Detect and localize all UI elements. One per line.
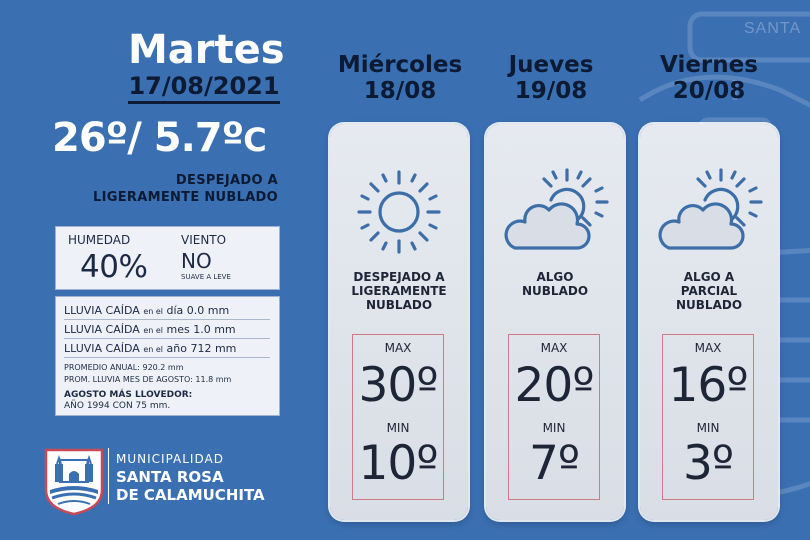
today-temp-min: 5.7º	[153, 115, 244, 161]
rain-year-label: LLUVIA CAÍDA	[64, 342, 140, 355]
temp-separator: /	[127, 115, 142, 161]
rain-month-connector: en el	[143, 326, 163, 335]
max-temp: 20º	[514, 358, 595, 413]
wind-direction: NO	[181, 249, 212, 273]
temp-unit: C	[243, 121, 267, 159]
rain-august-average: PROM. LLUVIA MES DE AGOSTO: 11.8 mm	[64, 375, 232, 384]
rain-annual-average: PROMEDIO ANUAL: 920.2 mm	[64, 363, 184, 372]
rain-month-label: LLUVIA CAÍDA	[64, 323, 140, 336]
max-temp: 16º	[668, 358, 749, 413]
humidity-label: HUMEDAD	[68, 233, 131, 247]
today-temperatures: 26º/ 5.7ºC	[52, 114, 282, 164]
min-label: MIN	[696, 421, 720, 435]
forecast-description-line1: DESPEJADO A	[353, 270, 445, 284]
rainiest-august-value: AÑO 1994 CON 75 mm.	[64, 401, 171, 411]
max-temp: 30º	[358, 358, 439, 413]
logo-divider	[108, 448, 109, 504]
rain-year-row: LLUVIA CAÍDA en el año 712 mm	[64, 341, 270, 358]
forecast-description: ALGO A PARCIAL NUBLADO	[644, 270, 774, 312]
forecast-description-line2: NUBLADO	[521, 284, 589, 298]
forecast-header-thursday: Jueves 19/08	[470, 52, 632, 104]
forecast-description-line2: PARCIAL	[680, 284, 738, 298]
logo-line2: SANTA ROSA	[116, 468, 224, 486]
forecast-header-wednesday: Miércoles 18/08	[319, 52, 481, 104]
partly-cloudy-icon	[504, 168, 609, 250]
forecast-description: DESPEJADO A LIGERAMENTE NUBLADO	[334, 270, 464, 312]
forecast-description-line1: ALGO A	[683, 270, 735, 284]
rain-month-period: mes	[166, 323, 190, 336]
rain-year-value: 712 mm	[190, 342, 237, 355]
rain-day-label: LLUVIA CAÍDA	[64, 304, 140, 317]
min-temp: 3º	[682, 436, 734, 491]
rain-box: LLUVIA CAÍDA en el día 0.0 mm LLUVIA CAÍ…	[55, 296, 280, 416]
min-temp: 7º	[528, 436, 580, 491]
rain-day-connector: en el	[143, 307, 163, 316]
humidity-wind-box: HUMEDAD 40% VIENTO NO SUAVE A LEVE	[55, 226, 280, 290]
forecast-description-line3: NUBLADO	[365, 298, 433, 312]
rain-year-period: año	[166, 342, 187, 355]
wind-description: SUAVE A LEVE	[181, 273, 231, 281]
logo-line3: DE CALAMUCHITA	[116, 486, 265, 504]
forecast-day: Miércoles	[337, 52, 463, 78]
today-condition-line1: DESPEJADO A	[175, 173, 278, 188]
min-label: MIN	[386, 421, 410, 435]
min-temp: 10º	[358, 436, 439, 491]
rain-month-row: LLUVIA CAÍDA en el mes 1.0 mm	[64, 322, 270, 339]
partly-cloudy-icon	[658, 168, 763, 250]
humidity-value: 40%	[80, 249, 148, 285]
rain-month-value: 1.0 mm	[193, 323, 236, 336]
today-temp-max: 26º	[52, 115, 128, 161]
forecast-day: Viernes	[660, 52, 758, 78]
today-condition-line2: LIGERAMENTE NUBLADO	[93, 190, 278, 205]
forecast-date: 20/08	[672, 78, 746, 104]
today-day: Martes	[128, 27, 285, 73]
logo-line1: MUNICIPALIDAD	[116, 452, 224, 466]
background-word: SANTA	[744, 20, 802, 37]
forecast-range-box: MAX 20º MIN 7º	[508, 334, 600, 500]
forecast-card-friday: ALGO A PARCIAL NUBLADO MAX 16º MIN 3º	[640, 124, 778, 520]
forecast-card-wednesday: DESPEJADO A LIGERAMENTE NUBLADO MAX 30º …	[330, 124, 468, 520]
today-date: 17/08/2021	[128, 72, 280, 104]
sun-icon	[357, 170, 441, 254]
rainiest-august-title: AGOSTO MÁS LLOVEDOR:	[64, 390, 193, 400]
today-condition: DESPEJADO A LIGERAMENTE NUBLADO	[52, 172, 278, 206]
max-label: MAX	[384, 341, 412, 355]
max-label: MAX	[540, 341, 568, 355]
rain-year-connector: en el	[143, 345, 163, 354]
municipal-crest-icon	[44, 448, 104, 516]
forecast-description-line1: ALGO	[536, 270, 574, 284]
forecast-date: 19/08	[514, 78, 588, 104]
max-label: MAX	[694, 341, 722, 355]
forecast-date: 18/08	[363, 78, 437, 104]
forecast-range-box: MAX 30º MIN 10º	[352, 334, 444, 500]
rain-day-value: 0.0 mm	[186, 304, 230, 317]
forecast-card-thursday: ALGO NUBLADO MAX 20º MIN 7º	[486, 124, 624, 520]
forecast-header-friday: Viernes 20/08	[628, 52, 790, 104]
forecast-description: ALGO NUBLADO	[490, 270, 620, 298]
rain-day-period: día	[166, 304, 184, 317]
min-label: MIN	[542, 421, 566, 435]
wind-label: VIENTO	[181, 233, 227, 247]
forecast-description-line2: LIGERAMENTE	[351, 284, 447, 298]
rain-day-row: LLUVIA CAÍDA en el día 0.0 mm	[64, 303, 270, 320]
forecast-description-line3: NUBLADO	[675, 298, 743, 312]
forecast-day: Jueves	[508, 52, 594, 78]
forecast-range-box: MAX 16º MIN 3º	[662, 334, 754, 500]
